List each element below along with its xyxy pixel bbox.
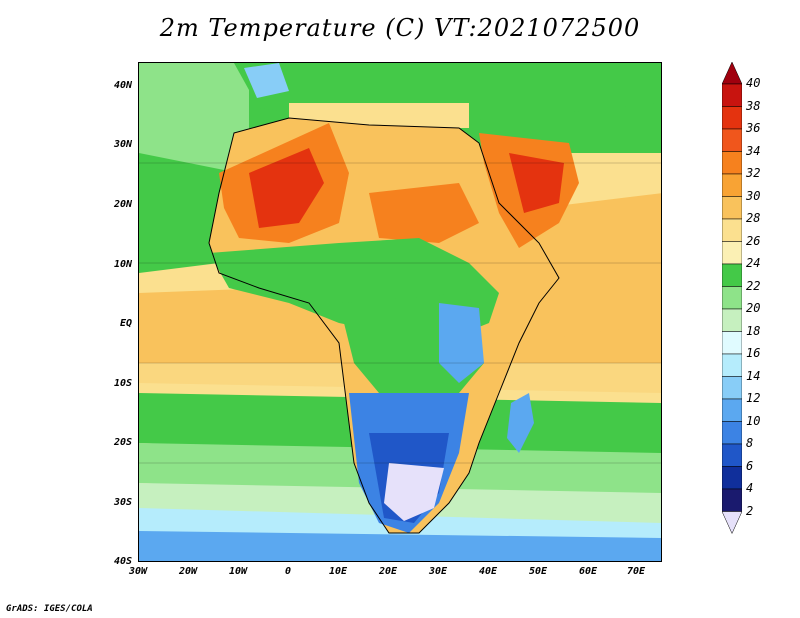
colorbar: [721, 61, 743, 562]
colorbar-label: 12: [746, 391, 761, 405]
colorbar-label: 22: [746, 278, 761, 293]
colorbar-swatch: [721, 353, 743, 377]
temperature-map: [138, 62, 662, 562]
colorbar-swatch: [721, 376, 743, 400]
colorbar-arrow-top: [721, 61, 743, 85]
colorbar-swatch: [721, 196, 743, 220]
lon-label: 70E: [626, 566, 646, 577]
colorbar-label: 30: [746, 188, 761, 203]
sahara-east-hot: [369, 183, 479, 243]
colorbar-swatch: [721, 241, 743, 265]
colorbar-swatch: [721, 308, 743, 332]
lon-label: 20E: [378, 566, 398, 577]
colorbar-label: 18: [746, 323, 761, 338]
colorbar-label: 2: [746, 503, 754, 518]
colorbar-swatch: [721, 173, 743, 197]
lat-label: 40S: [113, 556, 132, 567]
lon-label: 30W: [128, 566, 148, 577]
lat-label: 40N: [113, 80, 132, 91]
lon-label: 50E: [528, 566, 548, 577]
coastline: [208, 117, 560, 534]
colorbar-swatch: [721, 83, 743, 107]
arabia-core: [509, 153, 564, 213]
colorbar-label: 24: [746, 256, 761, 270]
colorbar-label: 32: [746, 166, 761, 180]
ocean-band-south-blue: [139, 531, 661, 561]
lat-label: 30N: [113, 139, 132, 150]
colorbar-swatch: [721, 421, 743, 445]
lon-label: 10W: [228, 566, 248, 577]
colorbar-swatch: [721, 331, 743, 355]
colorbar-swatch: [721, 263, 743, 287]
lat-label: EQ: [119, 318, 132, 329]
colorbar-label: 40: [746, 76, 761, 90]
iberia-blue: [244, 63, 289, 98]
colorbar-arrow-bottom: [721, 511, 743, 535]
chart-title: 2m Temperature (C) VT:2021072500: [159, 14, 641, 42]
colorbar-label: 4: [746, 481, 754, 495]
colorbar-swatch: [721, 218, 743, 242]
colorbar-label: 34: [746, 143, 761, 158]
colorbar-label: 10: [746, 413, 761, 428]
colorbar-swatch: [721, 286, 743, 310]
grid-lines: [139, 162, 661, 464]
lon-label: 40E: [478, 566, 498, 577]
colorbar-swatch: [721, 488, 743, 512]
sahara-core: [249, 148, 324, 228]
colorbar-label: 20: [746, 301, 761, 315]
colorbar-swatch: [721, 443, 743, 467]
lon-label: 30E: [428, 566, 448, 577]
colorbar-label: 38: [746, 98, 761, 113]
colorbar-swatch: [721, 106, 743, 130]
lat-label: 20N: [113, 199, 132, 210]
lon-label: 10E: [328, 566, 348, 577]
east-highland-blue: [439, 303, 484, 383]
colorbar-label: 36: [746, 121, 761, 135]
lat-label: 20S: [113, 437, 132, 448]
footer-credit: GrADS: IGES/COLA: [6, 604, 93, 614]
lon-label: 20W: [178, 566, 198, 577]
map-canvas: [139, 63, 661, 561]
colorbar-label: 16: [746, 346, 761, 360]
south-cold: [384, 463, 444, 521]
lon-label: 60E: [578, 566, 598, 577]
lat-label: 10N: [113, 259, 132, 270]
madagascar: [507, 393, 534, 453]
lon-label: 0: [284, 566, 292, 577]
colorbar-swatch: [721, 398, 743, 422]
colorbar-swatch: [721, 151, 743, 175]
colorbar-swatch: [721, 128, 743, 152]
colorbar-label: 28: [746, 211, 761, 225]
colorbar-swatch: [721, 466, 743, 490]
colorbar-swatches: [721, 61, 743, 535]
colorbar-label: 8: [746, 436, 754, 450]
colorbar-label: 26: [746, 233, 761, 248]
lat-label: 10S: [113, 378, 132, 389]
colorbar-label: 14: [746, 368, 761, 383]
lat-label: 30S: [113, 497, 132, 508]
colorbar-label: 6: [746, 458, 754, 473]
